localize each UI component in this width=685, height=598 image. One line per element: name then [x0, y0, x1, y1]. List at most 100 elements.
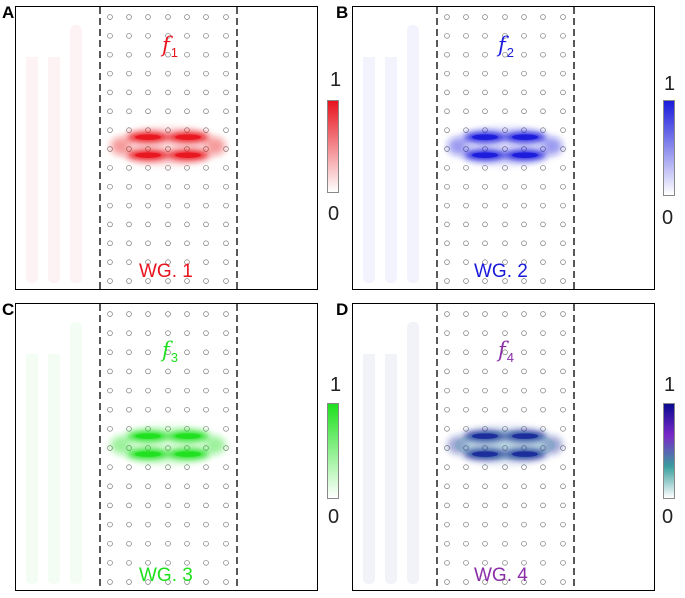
lattice-hole	[126, 426, 132, 432]
lattice-hole	[107, 89, 113, 96]
lattice-hole	[521, 540, 527, 547]
lattice-hole	[184, 183, 190, 190]
lattice-hole	[560, 502, 566, 509]
lattice-hole	[540, 221, 546, 228]
waveguide-label: WG. 4	[474, 565, 528, 586]
colorbar-min-label: 0	[328, 203, 340, 225]
lattice-hole	[223, 33, 229, 39]
lattice-hole	[107, 464, 113, 470]
lattice-hole	[145, 108, 151, 115]
waveguide-label: WG. 2	[474, 261, 528, 282]
lattice-hole	[203, 89, 209, 96]
lattice-hole	[521, 221, 527, 228]
field-notch	[24, 320, 62, 354]
lattice-hole	[463, 259, 469, 265]
panel-letter: D	[336, 300, 349, 319]
lattice-hole	[165, 579, 171, 585]
freq-symbol: f	[162, 338, 170, 362]
lattice-hole	[145, 349, 151, 356]
lattice-hole	[145, 33, 151, 39]
colorbar-max-label: 1	[664, 374, 676, 396]
lattice-hole	[463, 165, 469, 171]
lattice-hole	[107, 368, 113, 375]
lattice-hole	[502, 579, 508, 585]
lattice-hole	[444, 259, 450, 265]
lattice-hole	[126, 349, 132, 356]
lattice-hole	[184, 240, 190, 247]
lattice-hole	[145, 14, 151, 20]
lattice-hole	[184, 349, 190, 356]
lattice-hole	[223, 406, 229, 413]
lattice-hole	[126, 311, 132, 317]
colorbar-max-label: 1	[664, 73, 676, 95]
lattice-hole	[502, 259, 508, 265]
field-tail	[543, 436, 563, 455]
lattice-hole	[482, 406, 488, 413]
lattice-hole	[463, 183, 469, 190]
lattice-hole	[482, 368, 488, 375]
lattice-hole	[223, 426, 229, 432]
frequency-label: f4	[498, 338, 515, 365]
lattice-hole	[482, 540, 488, 547]
field-core	[135, 152, 161, 158]
lattice-hole	[184, 579, 190, 585]
lattice-hole	[107, 502, 113, 509]
lattice-hole	[223, 259, 229, 265]
field-stripe	[363, 322, 375, 584]
lattice-hole	[126, 51, 132, 58]
lattice-hole	[107, 108, 113, 115]
lattice-hole	[482, 278, 488, 284]
lattice-hole	[223, 464, 229, 470]
lattice-hole	[521, 202, 527, 209]
field-stripe	[363, 25, 375, 283]
lattice-hole	[126, 464, 132, 470]
lattice-hole	[107, 426, 113, 432]
lattice-hole	[203, 165, 209, 171]
freq-subscript: 4	[506, 350, 515, 365]
freq-subscript: 2	[506, 45, 515, 60]
lattice-hole	[560, 33, 566, 39]
panel-c: C f3 WG. 3 1 0	[0, 299, 342, 598]
colorbar-min-label: 0	[328, 506, 340, 528]
lattice-hole	[203, 202, 209, 209]
lattice-hole	[126, 406, 132, 413]
lattice-hole	[444, 311, 450, 317]
lattice-hole	[203, 240, 209, 247]
lattice-hole	[540, 89, 546, 96]
field-tail	[447, 436, 467, 455]
lattice-hole	[540, 240, 546, 247]
lattice-hole	[203, 560, 209, 566]
lattice-hole	[463, 33, 469, 39]
lattice-hole	[223, 127, 229, 133]
lattice-hole	[540, 387, 546, 394]
lattice-hole	[463, 70, 469, 77]
freq-symbol: f	[498, 338, 506, 362]
lattice-hole	[560, 349, 566, 356]
lattice-hole	[107, 33, 113, 39]
lattice-hole	[444, 464, 450, 470]
lattice-hole	[223, 221, 229, 228]
lattice-hole	[126, 579, 132, 585]
lattice-hole	[482, 349, 488, 356]
lattice-hole	[165, 70, 171, 77]
lattice-hole	[482, 259, 488, 265]
lattice-hole	[521, 240, 527, 247]
lattice-hole	[203, 14, 209, 20]
field-tail	[543, 137, 563, 156]
freq-subscript: 1	[170, 45, 179, 60]
lattice-hole	[145, 521, 151, 528]
lattice-hole	[126, 278, 132, 284]
lattice-hole	[203, 540, 209, 547]
field-core	[512, 433, 538, 439]
lattice-hole	[444, 202, 450, 209]
lattice-hole	[502, 349, 508, 356]
lattice-hole	[482, 483, 488, 490]
lattice-hole	[184, 387, 190, 394]
lattice-hole	[165, 240, 171, 247]
lattice-hole	[165, 183, 171, 190]
colorbar-min-label: 0	[662, 506, 674, 528]
lattice-hole	[521, 89, 527, 96]
lattice-hole	[165, 51, 171, 58]
lattice-hole	[126, 33, 132, 39]
lattice-hole	[482, 240, 488, 247]
